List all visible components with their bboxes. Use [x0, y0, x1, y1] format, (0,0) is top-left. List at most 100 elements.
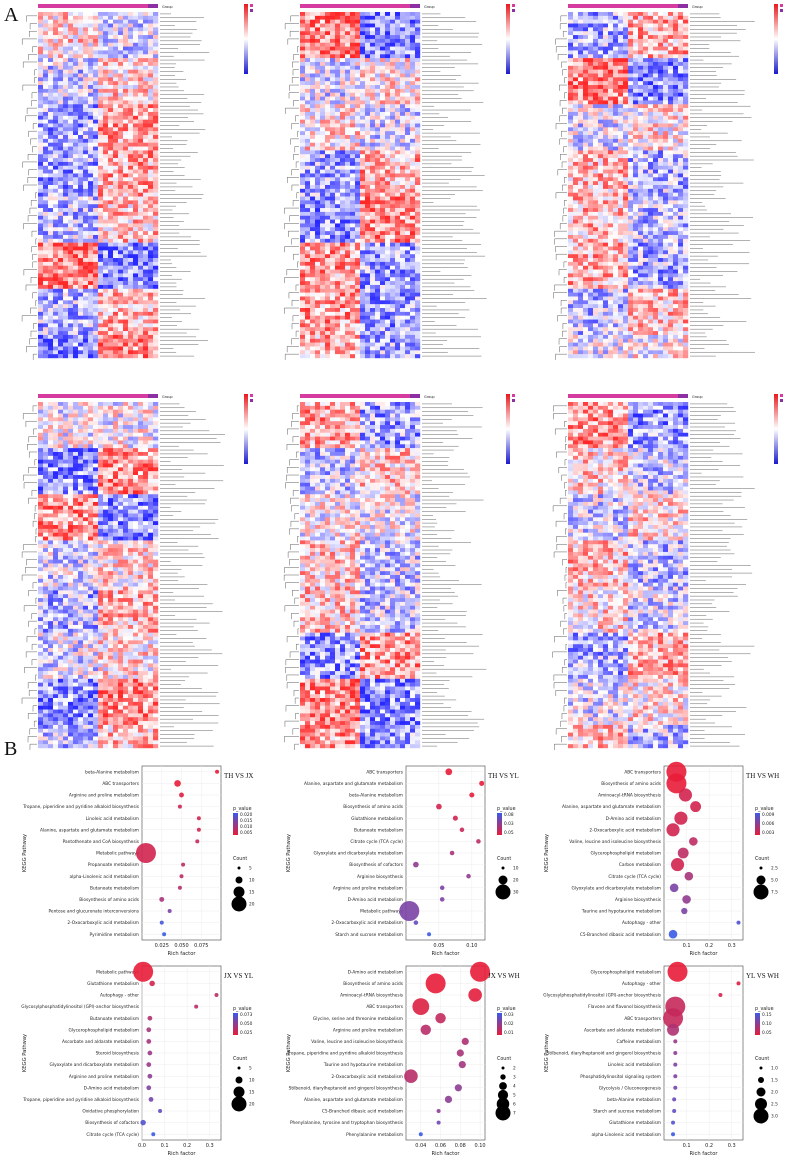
pathway-label: Glutathione metabolism [609, 1120, 661, 1126]
comparison-title: TH VS YL [488, 772, 519, 780]
pathway-label: Arginine and proline metabolism [69, 793, 139, 799]
dendrogram-branch [296, 405, 299, 412]
dendrogram-branch [25, 115, 37, 122]
dendrogram-branch [32, 405, 37, 412]
dendrogram-branch [289, 559, 299, 566]
heatmap-panel-4: Group [18, 392, 270, 754]
pathway-bubble [427, 932, 432, 937]
dendrogram-branch [558, 467, 567, 474]
pvalue-tick-label: 0.073 [240, 1012, 253, 1018]
dendrogram-branch [293, 254, 299, 260]
dendrogram-branch [293, 154, 299, 161]
count-legend-title: Count [233, 856, 247, 862]
pathway-label: D-Amino acid metabolism [84, 1085, 139, 1091]
dendrogram-branch [290, 520, 299, 527]
pathway-label: Arginine biosynthesis [357, 874, 404, 880]
x-tick-label: 0.10 [474, 1143, 485, 1149]
heatmap-svg: Group [284, 4, 515, 360]
heatmap-svg: Group [283, 394, 515, 750]
pathway-label: Glyoxylate and dicarboxylate metabolism [50, 1062, 139, 1068]
dendrogram-branch [31, 659, 37, 666]
x-axis-title: Rich factor [689, 951, 718, 957]
pathway-label: D-Amino acid metabolism [348, 969, 403, 975]
dendrogram-branch [564, 659, 567, 666]
pathway-bubble [149, 980, 155, 987]
dendrogram-branch [34, 628, 37, 635]
pvalue-legend-title: p_value [233, 1006, 252, 1012]
dendrogram-branch [292, 728, 299, 735]
group-label: Group [424, 5, 435, 9]
x-tick-label: 0.1 [683, 943, 691, 949]
dendrogram-branch [32, 254, 37, 260]
count-tick-label: 15 [249, 890, 255, 896]
pathway-bubble [214, 993, 219, 997]
count-legend-circle [759, 1066, 763, 1070]
heatmap-cells [568, 402, 689, 749]
dendrogram-branch [290, 15, 299, 22]
dendrogram-branch [289, 651, 299, 658]
dendrogram-branch [293, 100, 299, 107]
pvalue-tick-label: 0.08 [504, 812, 514, 818]
bubble-chart-jx-vs-wh: 0.04 0.06 0.08 0.10 D-Amino acid metabolism B… [280, 960, 542, 1160]
pathway-bubble [690, 801, 702, 813]
dendrogram-branch [562, 107, 567, 114]
bubble-chart-th-vs-yl: 0.05 0.10 ABC transporters Alanine, asparta… [280, 760, 542, 960]
dendrogram-branch [555, 254, 567, 260]
count-legend-circle [235, 876, 243, 884]
group-bar [568, 394, 688, 398]
dendrogram-branch [290, 138, 299, 145]
dendrogram-branch [287, 38, 299, 45]
dendrogram-branch [28, 169, 37, 176]
pathway-bubble [449, 850, 455, 856]
bubble-svg: 0.1 0.2 0.3 Glycerophospholipid metabolism A… [543, 961, 779, 1157]
dendrogram-branch [552, 651, 567, 658]
group-swatch [512, 4, 515, 7]
pathway-bubble [158, 1109, 163, 1113]
dendrogram-branch [288, 92, 299, 99]
dendrogram-branch [290, 544, 299, 551]
count-tick-label: 2.5 [771, 1102, 778, 1108]
dendrogram-branch [562, 215, 567, 222]
pathway-bubble [179, 792, 184, 798]
dendrogram-branch [30, 307, 37, 314]
pathway-label: Citrate cycle (TCA cycle) [86, 1132, 139, 1138]
dendrogram-branch [563, 207, 567, 214]
dendrogram-branch [560, 307, 567, 314]
pathway-bubble [681, 907, 688, 915]
dendrogram-branch [554, 230, 567, 237]
x-tick-label: 0.3 [728, 943, 736, 949]
group-bar [300, 394, 420, 398]
pathway-bubble [146, 1027, 152, 1033]
bubble-chart-jx-vs-yl: 0.0 0.1 0.2 0.3 Metabolic pathways Glutathion… [16, 960, 278, 1160]
y-axis-title: KEGG Pathway [544, 1034, 550, 1072]
heatmap-cells [568, 12, 689, 359]
dendrogram-branch [292, 61, 299, 68]
count-tick-label: 2.5 [771, 866, 778, 872]
dendrogram-branch [289, 215, 299, 222]
pathway-label: Linoleic acid metabolism [86, 816, 139, 822]
pathway-label: D-Amino acid metabolism [606, 816, 661, 822]
dendrogram-branch [556, 451, 567, 458]
pathway-bubble [684, 871, 694, 881]
count-tick-label: 5 [249, 1066, 252, 1072]
pathway-bubble [420, 1024, 431, 1035]
dendrogram-branch [284, 246, 299, 253]
count-tick-label: 3 [513, 1075, 516, 1081]
group-swatch [250, 9, 253, 12]
comparison-title: TH VS JX [224, 772, 253, 780]
group-swatch [780, 394, 783, 397]
pvalue-legend-title: p_value [497, 806, 516, 812]
pathway-bubble [135, 843, 156, 863]
dendrogram-branch [31, 490, 37, 497]
dendrogram-branch [297, 46, 299, 53]
pathway-bubble [195, 839, 200, 844]
dendrogram-branch [35, 536, 37, 543]
dendrogram-branch [35, 192, 37, 199]
pathway-label: Stilbenoid, diarylheptanoid and gingerol… [547, 1051, 662, 1057]
pathway-label: alpha-Linolenic acid metabolism [70, 874, 139, 880]
pathway-bubble [456, 1049, 464, 1057]
dendrogram-branch [553, 674, 567, 681]
count-tick-label: 1.0 [771, 1066, 778, 1072]
y-axis-title: KEGG Pathway [286, 834, 292, 872]
pvalue-legend-title: p_value [755, 806, 774, 812]
